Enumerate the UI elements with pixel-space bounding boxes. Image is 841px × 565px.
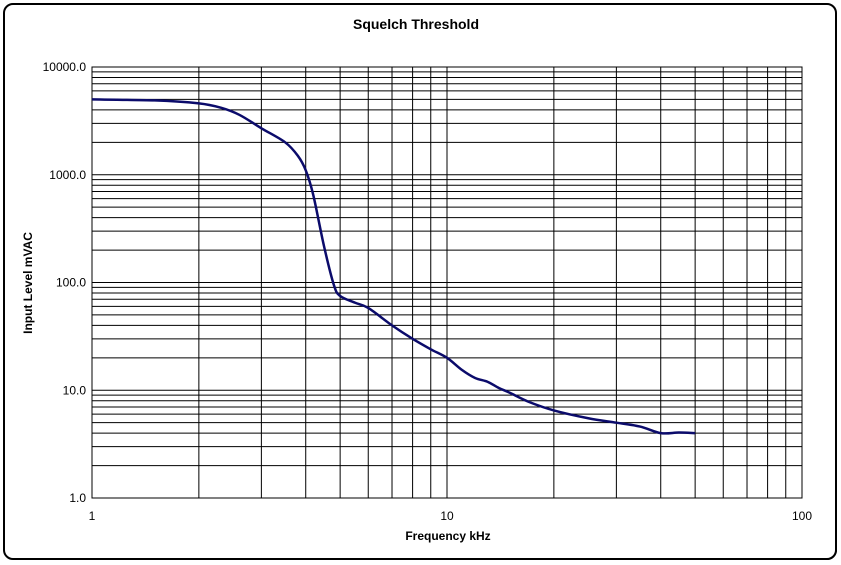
gridlines — [92, 67, 802, 498]
x-tick-label: 1 — [89, 509, 96, 523]
y-tick-label: 10.0 — [63, 383, 87, 397]
y-tick-label: 1000.0 — [49, 168, 86, 182]
chart-title: Squelch Threshold — [353, 16, 479, 32]
y-tick-label: 100.0 — [56, 276, 86, 290]
squelch-threshold-series-line — [91, 98, 696, 435]
tick-labels: 1 10 100 1.0 10.0 100.0 1000.0 10000.0 — [43, 60, 813, 523]
plot-area-border — [91, 66, 803, 499]
x-axis-label: Frequency kHz — [405, 529, 490, 543]
chart-frame — [3, 3, 837, 560]
series-group — [91, 98, 696, 435]
x-tick-label: 100 — [792, 509, 812, 523]
x-tick-label: 10 — [440, 509, 454, 523]
y-axis-label: Input Level mVAC — [21, 232, 35, 334]
y-tick-label: 10000.0 — [43, 60, 87, 74]
y-tick-label: 1.0 — [69, 491, 86, 505]
